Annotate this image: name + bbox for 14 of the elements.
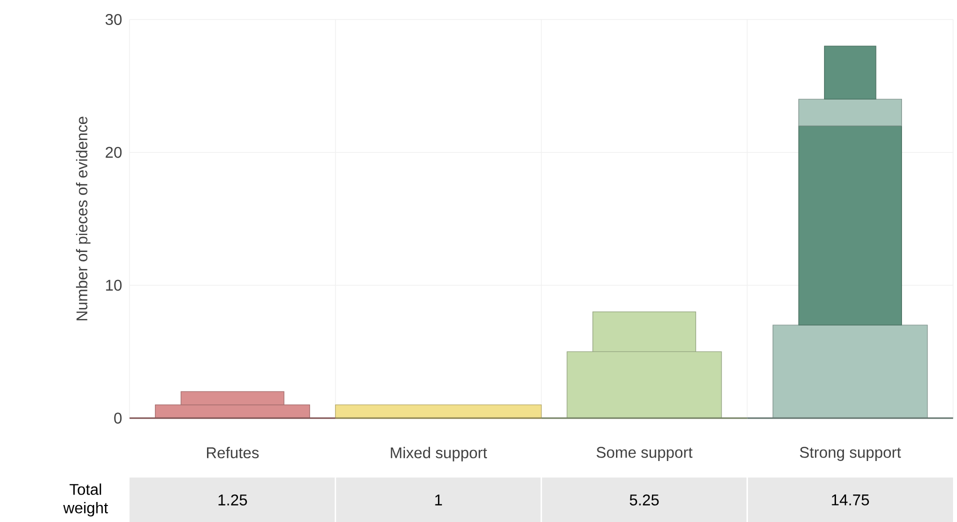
x-tick-label: Refutes [207, 446, 259, 458]
y-axis-title: Number of pieces of evidence [76, 116, 90, 320]
y-tick-label: 20 [106, 146, 122, 158]
x-tick-label: Some support [596, 446, 692, 461]
text: 5.25 [630, 494, 659, 506]
y-tick-label: 30 [106, 14, 122, 25]
x-tick-label: Strong support [800, 446, 901, 461]
y-tick-label: 10 [106, 280, 122, 291]
x-tick-label: Mixed support [390, 446, 488, 462]
text: 14.75 [832, 494, 869, 506]
y-tick-label: 0 [114, 412, 122, 424]
text: 1 [435, 494, 442, 506]
text: 1.25 [218, 494, 247, 506]
text: Total weight [63, 483, 108, 516]
